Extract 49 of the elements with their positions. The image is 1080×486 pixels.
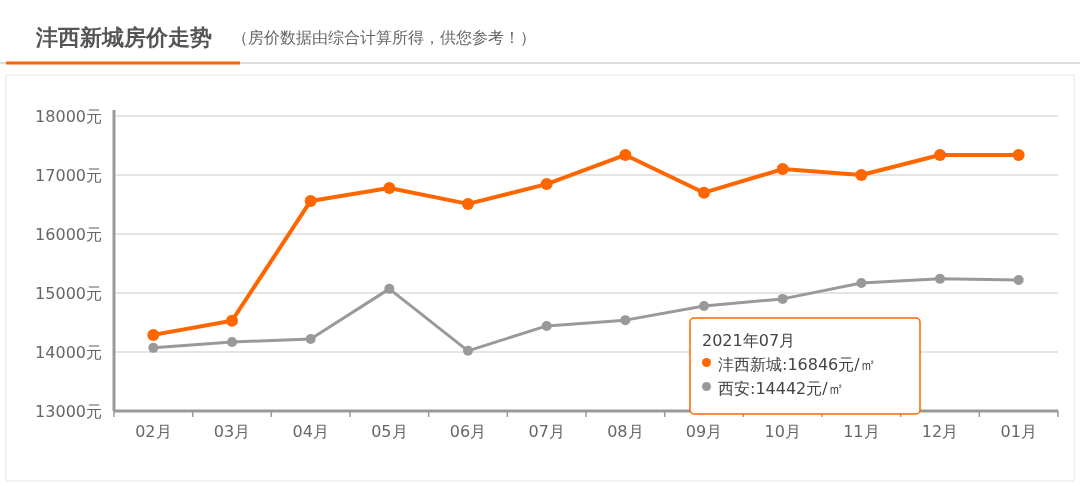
legend-label: 西安 xyxy=(718,379,750,398)
point xyxy=(1012,148,1025,161)
y-tick-label: 15000元 xyxy=(35,284,102,303)
y-tick-label: 13000元 xyxy=(35,402,102,421)
point xyxy=(305,334,316,345)
point xyxy=(1013,275,1024,286)
x-tick-label: 10月 xyxy=(764,422,801,441)
x-tick-label: 04月 xyxy=(292,422,329,441)
x-tick-label: 08月 xyxy=(607,422,644,441)
legend-label: 沣西新城 xyxy=(718,355,782,374)
point xyxy=(384,283,395,294)
x-tick-label: 06月 xyxy=(449,422,487,441)
y-tick-label: 14000元 xyxy=(35,343,102,362)
point xyxy=(777,293,788,304)
point xyxy=(934,148,946,161)
x-tick-label: 07月 xyxy=(528,422,565,441)
point xyxy=(463,345,473,356)
point xyxy=(227,336,237,347)
point xyxy=(698,186,710,199)
point xyxy=(540,178,553,191)
point xyxy=(226,314,238,327)
point xyxy=(855,169,868,181)
x-tick-label: 12月 xyxy=(921,422,959,441)
chart-title: 沣西新城房价走势 xyxy=(35,25,212,50)
x-tick-label: 09月 xyxy=(685,422,723,441)
annotation: 2021年07月 xyxy=(702,331,796,350)
y-tick-label: 16000元 xyxy=(35,225,102,244)
point xyxy=(304,194,317,207)
x-tick-label: 05月 xyxy=(371,422,408,441)
point xyxy=(776,163,789,176)
y-tick-label: 17000元 xyxy=(35,166,102,185)
chart-subtitle: （房价数据由综合计算所得，供您参考！） xyxy=(232,28,536,47)
x-tick-label: 02月 xyxy=(135,422,172,441)
point xyxy=(699,300,709,311)
annotation: :14442元/㎡ xyxy=(750,379,844,398)
point xyxy=(856,277,867,288)
point xyxy=(148,342,159,353)
point xyxy=(935,273,945,284)
point xyxy=(147,328,160,341)
point xyxy=(541,320,552,331)
point xyxy=(383,181,396,194)
x-tick-label: 01月 xyxy=(1000,422,1037,441)
point xyxy=(620,315,631,326)
y-tick-label: 18000元 xyxy=(35,107,102,126)
annotation: :16846元/㎡ xyxy=(782,355,876,374)
point xyxy=(619,148,632,161)
point xyxy=(462,197,474,210)
x-tick-label: 03月 xyxy=(213,422,251,441)
x-tick-label: 11月 xyxy=(843,422,880,441)
